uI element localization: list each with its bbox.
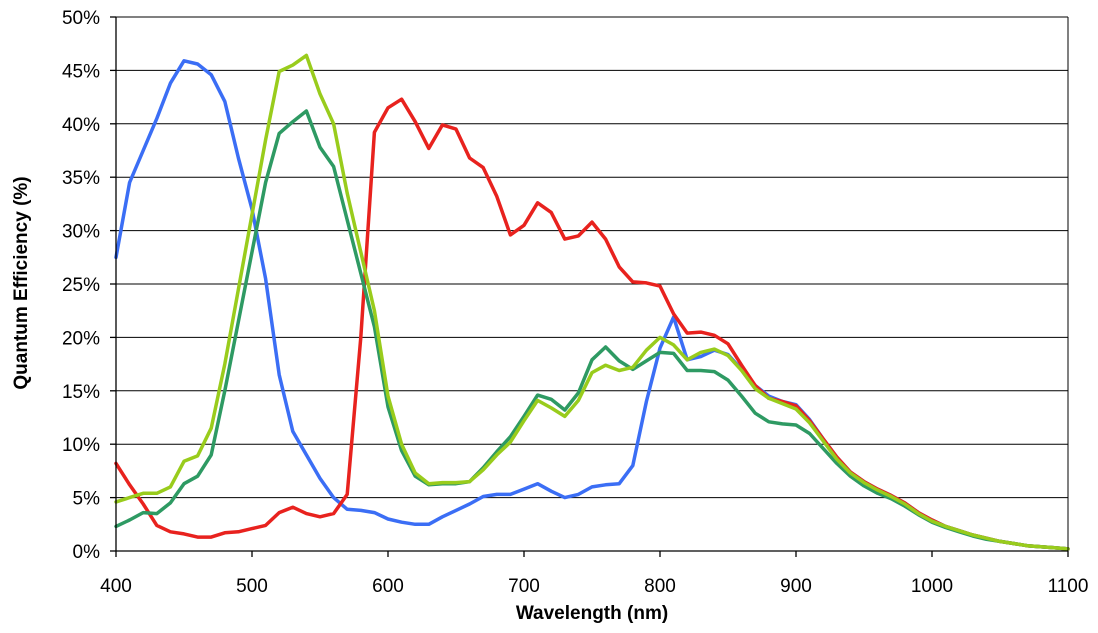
x-tick-label: 800 (644, 576, 676, 597)
y-axis-title: Quantum Efficiency (%) (11, 176, 32, 389)
series-line-4 (114, 53, 1070, 551)
x-tick-label: 400 (100, 576, 132, 597)
axes (110, 16, 1069, 557)
y-tick-label: 0% (73, 542, 101, 563)
y-tick-label: 15% (62, 382, 100, 403)
x-tick-labels: 400 500 600 700 800 900 1000 1100 (100, 576, 1088, 597)
y-tick-label: 50% (62, 8, 100, 29)
y-tick-label: 40% (62, 115, 100, 136)
y-tick-labels: 0% 5% 10% 15% 20% 25% 30% 35% 40% 45% 50% (62, 8, 100, 563)
gridlines (116, 16, 1068, 499)
series-lines (114, 53, 1070, 551)
x-tick-label: 900 (780, 576, 812, 597)
x-axis-title: Wavelength (nm) (516, 603, 668, 624)
x-tick-label: 500 (236, 576, 268, 597)
y-tick-label: 30% (62, 222, 100, 243)
x-tick-label: 700 (508, 576, 540, 597)
y-tick-label: 25% (62, 275, 100, 296)
x-tick-label: 600 (372, 576, 404, 597)
series-line-1 (114, 59, 1070, 551)
y-tick-label: 45% (62, 61, 100, 82)
y-tick-label: 35% (62, 168, 100, 189)
series-line-2 (114, 97, 1070, 551)
y-tick-label: 20% (62, 328, 100, 349)
x-tick-label: 1000 (911, 576, 953, 597)
x-tick-label: 1100 (1048, 576, 1089, 597)
y-tick-label: 5% (73, 489, 101, 510)
y-tick-label: 10% (62, 435, 100, 456)
